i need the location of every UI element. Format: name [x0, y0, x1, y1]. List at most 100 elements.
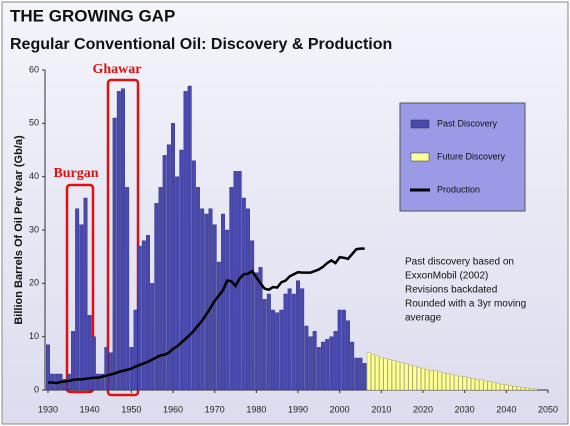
- bar: [525, 387, 530, 391]
- bar: [250, 240, 255, 391]
- bar: [446, 373, 450, 391]
- bar: [91, 336, 96, 391]
- bar: [300, 288, 305, 391]
- x-tick-label: 2020: [413, 404, 433, 414]
- bar: [441, 372, 446, 391]
- bar: [337, 309, 342, 391]
- bar: [479, 379, 484, 391]
- bar: [462, 376, 467, 391]
- bar: [162, 155, 167, 391]
- bar: [196, 187, 200, 391]
- bar: [450, 374, 455, 391]
- bar: [458, 375, 463, 391]
- bar: [391, 360, 396, 391]
- x-tick-label: 1950: [121, 404, 141, 414]
- bar: [62, 379, 67, 391]
- bar: [512, 386, 517, 391]
- bar: [71, 331, 75, 391]
- bar: [246, 208, 250, 391]
- bar: [287, 288, 292, 391]
- bar: [221, 213, 225, 391]
- bar: [266, 293, 271, 391]
- bar: [212, 224, 217, 391]
- bar: [166, 144, 171, 391]
- x-tick-label: 1930: [38, 404, 58, 414]
- bar: [333, 331, 338, 391]
- bar: [133, 309, 138, 391]
- bar: [329, 336, 334, 391]
- bar: [341, 309, 346, 391]
- bar: [516, 386, 521, 391]
- y-tick-label: 30: [29, 224, 39, 234]
- bar: [500, 383, 505, 391]
- legend-key: [410, 119, 430, 129]
- bar: [146, 235, 150, 391]
- y-tick-label: 60: [29, 64, 39, 74]
- bar: [112, 117, 117, 391]
- x-tick-label: 1960: [163, 404, 183, 414]
- bar: [321, 341, 325, 391]
- bar: [366, 352, 371, 391]
- bar: [204, 213, 209, 391]
- y-axis-label: Billion Barrels Of Oil Per Year (Gb/a): [13, 135, 25, 325]
- bar: [275, 312, 280, 391]
- y-tick-label: 10: [29, 331, 39, 341]
- bar: [362, 363, 367, 391]
- bar: [100, 373, 105, 391]
- bar: [229, 187, 234, 391]
- ghawar-box: [106, 78, 140, 397]
- bar: [471, 378, 475, 391]
- x-tick-label: 1940: [80, 404, 100, 414]
- production-line: [48, 247, 365, 385]
- bar: [191, 160, 196, 391]
- bar: [225, 229, 230, 391]
- bar: [262, 299, 267, 391]
- bar: [179, 149, 184, 391]
- bar: [358, 357, 363, 391]
- y-tick-label: 0: [34, 384, 39, 394]
- bar: [412, 365, 417, 391]
- bar: [296, 280, 300, 391]
- y-tick-label: 50: [29, 118, 39, 128]
- bar: [521, 387, 525, 391]
- bar: [308, 336, 313, 391]
- bar: [271, 309, 275, 391]
- x-tick-label: 2050: [538, 404, 558, 414]
- bar: [529, 388, 534, 391]
- bar: [279, 309, 284, 391]
- bar: [96, 373, 100, 391]
- legend-label: Past Discovery: [437, 118, 498, 128]
- bar: [83, 197, 88, 391]
- bar: [383, 358, 388, 391]
- bar: [416, 366, 421, 391]
- bar: [504, 384, 509, 391]
- x-tick-label: 2010: [371, 404, 391, 414]
- legend-key: [410, 152, 430, 162]
- bar: [433, 370, 438, 391]
- y-tick-label: 40: [29, 171, 39, 181]
- legend-label: Production: [437, 184, 480, 194]
- bar: [408, 364, 413, 391]
- bar: [379, 357, 384, 391]
- bar: [137, 245, 142, 391]
- bar: [346, 320, 350, 391]
- note: Rounded with a 3yr moving: [405, 299, 526, 310]
- bar: [254, 272, 259, 391]
- bar: [291, 293, 296, 391]
- bar: [429, 370, 434, 391]
- bar: [283, 293, 288, 391]
- x-tick-label: 1980: [246, 404, 266, 414]
- annotation: Ghawar: [93, 62, 142, 77]
- y-tick-label: 20: [29, 278, 39, 288]
- x-tick-label: 1970: [205, 404, 225, 414]
- bar: [496, 382, 500, 391]
- burgan-box: [65, 183, 95, 394]
- bar: [404, 363, 409, 391]
- bar: [154, 203, 159, 391]
- bar: [491, 382, 496, 391]
- bar: [375, 355, 380, 391]
- legend-label: Future Discovery: [437, 151, 506, 161]
- x-tick-label: 1990: [288, 404, 308, 414]
- note: Revisions backdated: [405, 285, 497, 296]
